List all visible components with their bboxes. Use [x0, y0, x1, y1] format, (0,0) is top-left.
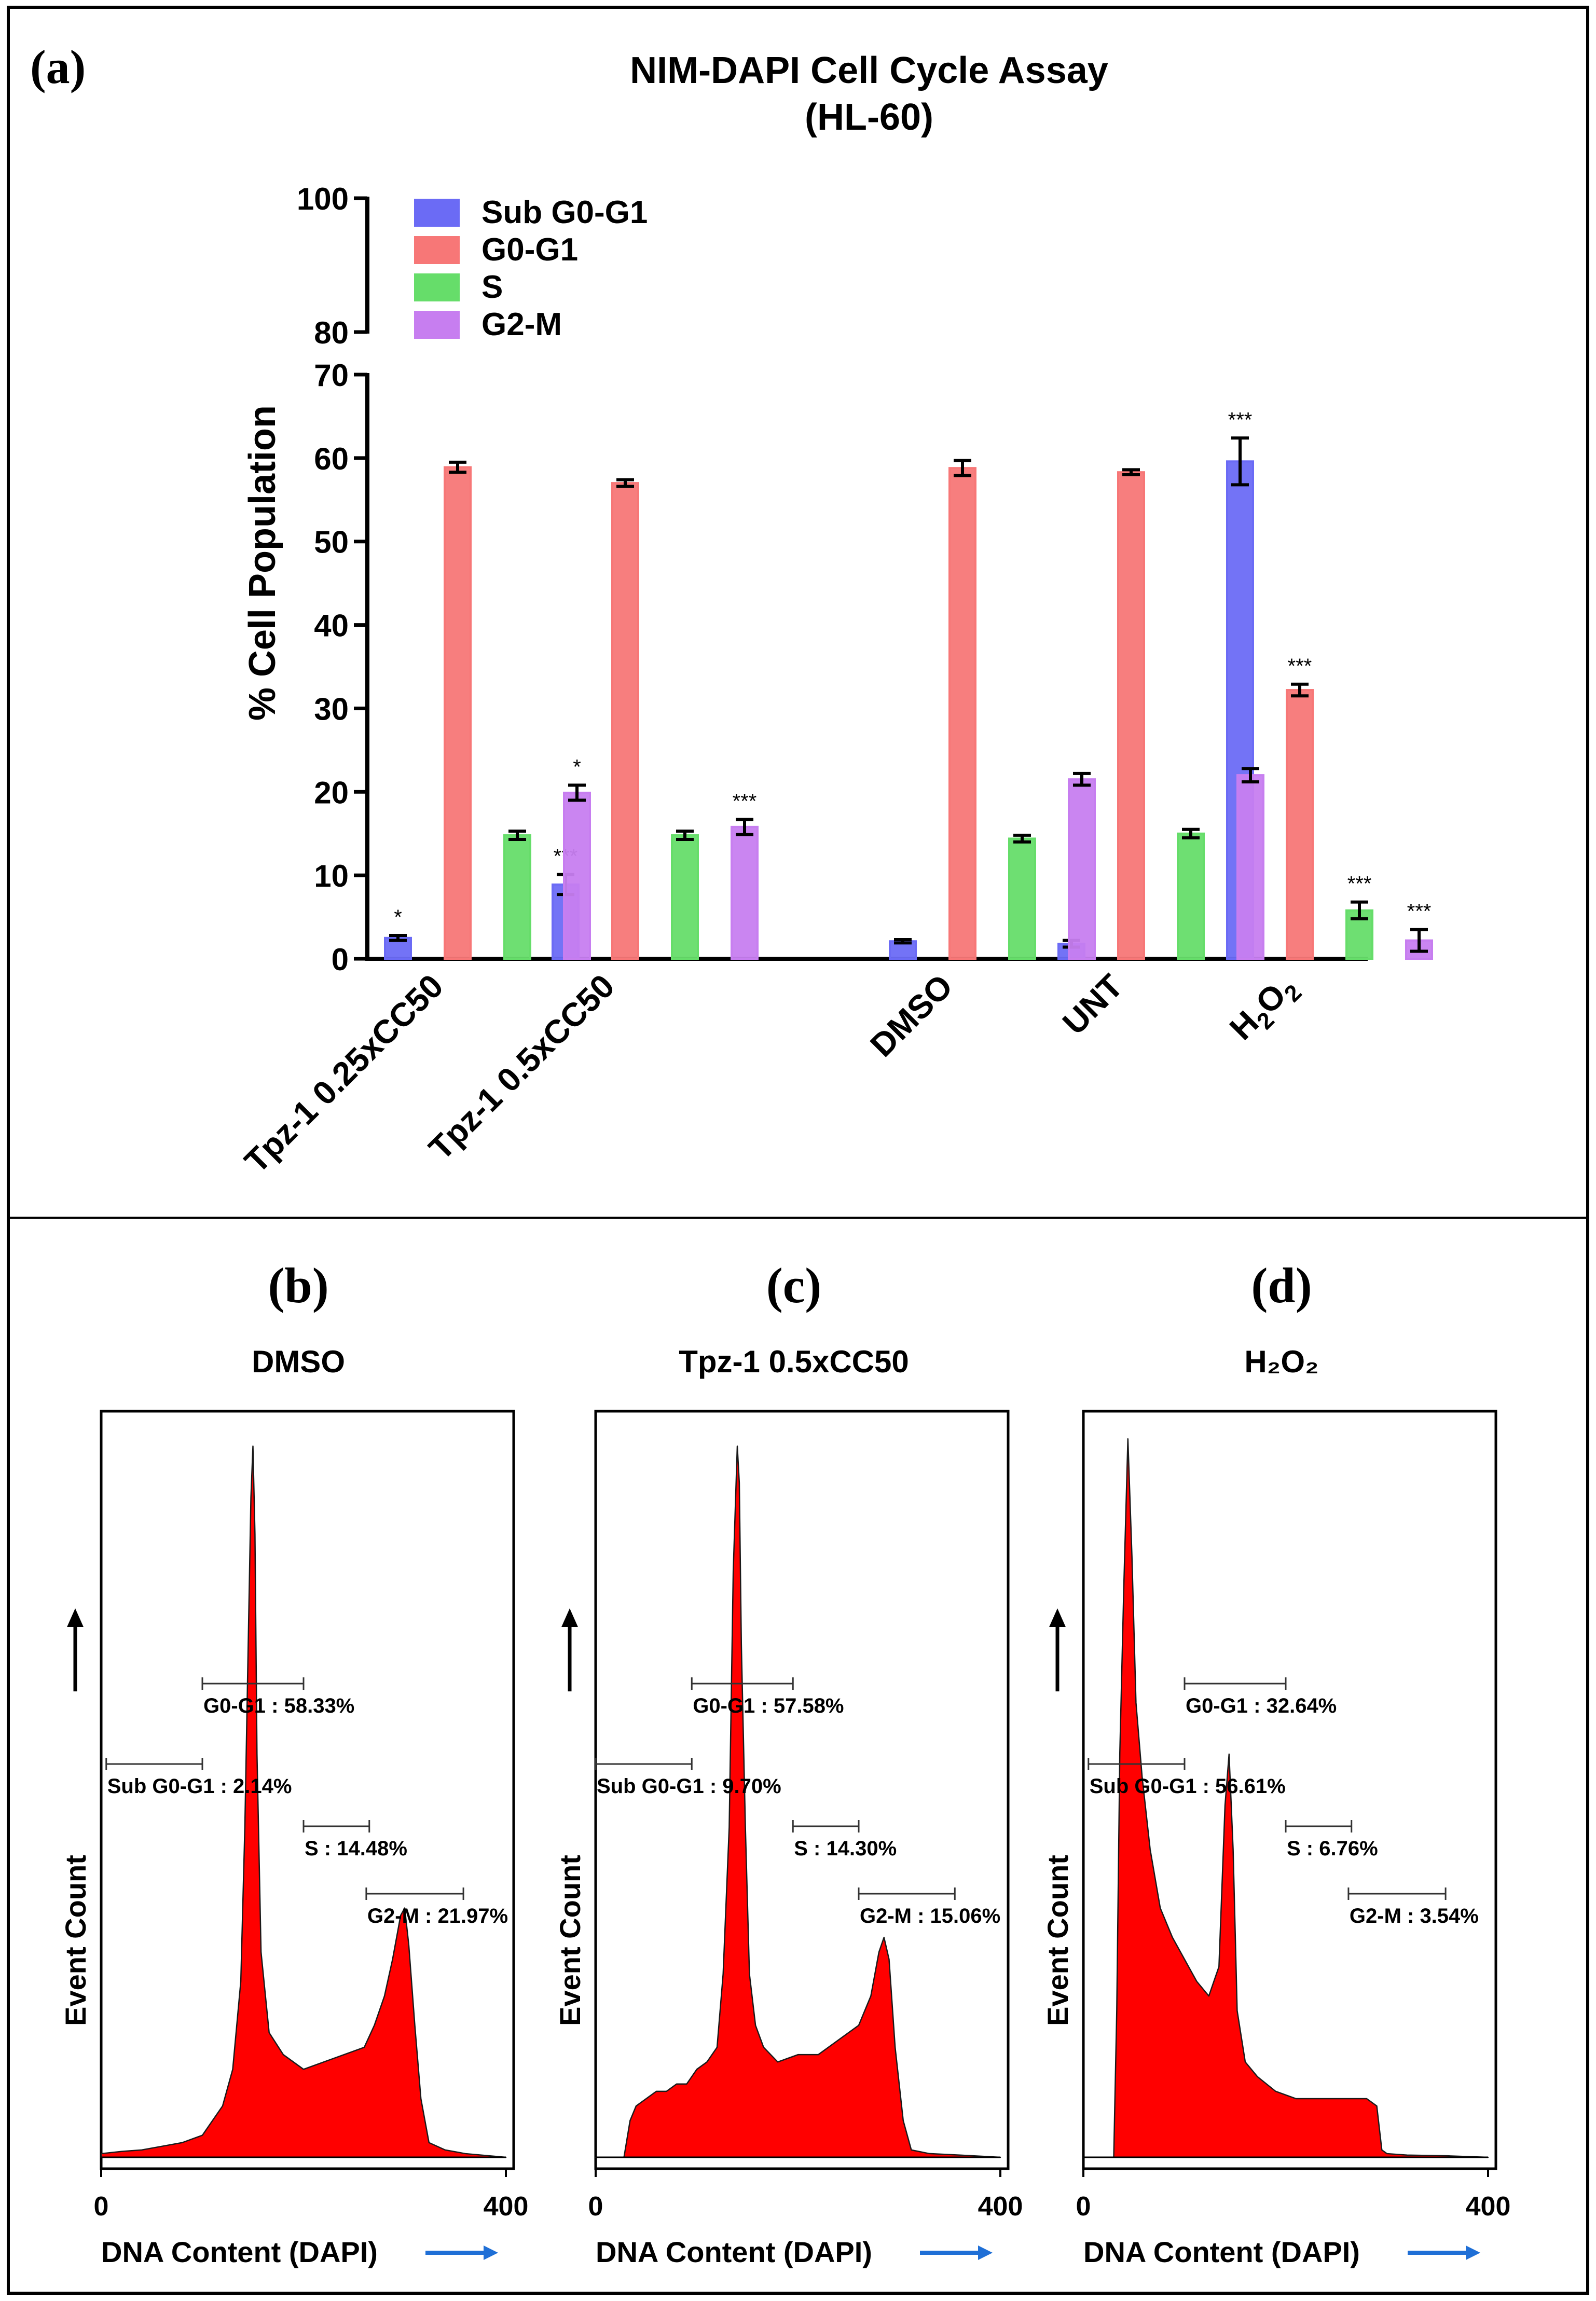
bar-g2-m: [563, 791, 591, 960]
gate-label: G0-G1 : 57.58%: [693, 1694, 844, 1717]
panel-label: (b): [268, 1258, 328, 1313]
x-tick-label: H2​O2​: [1222, 967, 1307, 1052]
bar-s: [503, 834, 531, 960]
legend-label: G0-G1: [481, 232, 578, 268]
significance-marker: *: [394, 906, 402, 929]
bar-g0-g1: [948, 467, 976, 960]
gate-label: S : 14.48%: [305, 1837, 407, 1860]
bar-s: [1008, 837, 1036, 960]
gate-label: S : 14.30%: [794, 1837, 897, 1860]
y-axis-label: Event Count: [1041, 1855, 1074, 2026]
significance-marker: ***: [1407, 900, 1432, 923]
y-axis-label: % Cell Population: [242, 405, 283, 721]
x-tick-label: 0: [1076, 2192, 1091, 2222]
bar-s: [671, 834, 699, 960]
histogram-area: [1082, 1438, 1489, 2158]
x-axis-arrowhead: [978, 2245, 993, 2260]
plot-frame: [594, 1410, 1010, 2170]
x-tick-label: 400: [978, 2192, 1023, 2222]
histogram-panel-c: (c) Tpz-1 0.5xCC50 0 400 DNA Content (DAPI) E…: [554, 1258, 1023, 2268]
bar-g2-m: [1068, 778, 1096, 960]
legend-swatch: [414, 236, 460, 264]
gate-label: S : 6.76%: [1287, 1837, 1378, 1860]
legend-swatch: [414, 199, 460, 227]
legend-label: G2-M: [481, 307, 562, 342]
x-tick-label: 0: [94, 2192, 109, 2222]
x-axis-label: DNA Content (DAPI): [1083, 2236, 1360, 2268]
bar-g0-g1: [1286, 689, 1314, 960]
histogram-panel-b: (b) DMSO 0 400 DNA Content (DAPI) Event Count…: [59, 1258, 528, 2268]
y-tick-label: 0: [332, 942, 349, 977]
gate-label: Sub G0-G1 : 2.14%: [107, 1775, 292, 1798]
x-tick-label: 0: [588, 2192, 603, 2222]
y-tick-label: 40: [314, 609, 349, 643]
gate-label: G2-M : 15.06%: [860, 1905, 1000, 1927]
x-tick-label: 400: [484, 2192, 529, 2222]
legend-swatch: [414, 273, 460, 301]
significance-marker: ***: [1288, 655, 1312, 678]
panel-title: Tpz-1 0.5xCC50: [679, 1344, 909, 1379]
x-axis-arrowhead: [1466, 2245, 1480, 2260]
gate-label: G2-M : 21.97%: [367, 1905, 508, 1927]
y-axis-label: Event Count: [59, 1855, 92, 2026]
bar-g2-m: [1236, 774, 1264, 960]
bar-g0-g1: [611, 482, 639, 960]
y-tick-label: 30: [314, 692, 349, 726]
plot-frame: [1082, 1410, 1497, 2170]
x-tick-label: 400: [1466, 2192, 1511, 2222]
significance-marker: ***: [733, 790, 757, 812]
panel-a-label: (a): [30, 40, 86, 93]
y-axis-arrowhead: [561, 1608, 578, 1627]
histogram-panel-d: (d) H₂O₂ 0 400 DNA Content (DAPI) Event Count…: [1041, 1258, 1510, 2268]
y-tick-label: 100: [297, 182, 349, 216]
bar-s: [1177, 832, 1205, 960]
significance-marker: ***: [1347, 873, 1372, 895]
y-tick-label: 80: [314, 315, 349, 350]
plot-frame: [100, 1410, 515, 2170]
significance-marker: *: [573, 755, 581, 778]
y-tick-label: 10: [314, 859, 349, 893]
x-tick-label: DMSO: [863, 967, 960, 1064]
y-axis-arrowhead: [1049, 1608, 1066, 1627]
gate-label: G0-G1 : 58.33%: [203, 1694, 354, 1717]
panel-label: (d): [1251, 1258, 1312, 1313]
x-axis-arrowhead: [484, 2245, 498, 2260]
y-axis-label: Event Count: [554, 1855, 586, 2026]
gate-label: Sub G0-G1 : 9.70%: [597, 1775, 781, 1798]
y-tick-label: 70: [314, 358, 349, 393]
significance-marker: ***: [1228, 408, 1253, 431]
panel-title: H₂O₂: [1244, 1344, 1318, 1379]
gate-label: Sub G0-G1 : 56.61%: [1090, 1775, 1286, 1798]
bar-g2-m: [731, 825, 759, 960]
x-tick-label: Tpz-1 0.5xCC50: [421, 967, 621, 1167]
gate-label: G0-G1 : 32.64%: [1186, 1694, 1337, 1717]
histogram-area: [100, 1445, 507, 2158]
figure-frame: [7, 6, 1589, 2295]
legend-label: Sub G0-G1: [481, 195, 648, 230]
y-tick-label: 60: [314, 442, 349, 476]
bar-g0-g1: [444, 466, 472, 960]
y-tick-label: 50: [314, 525, 349, 560]
panel-label: (c): [766, 1258, 822, 1313]
gate-label: G2-M : 3.54%: [1350, 1905, 1479, 1927]
legend-swatch: [414, 311, 460, 339]
y-tick-label: 20: [314, 775, 349, 810]
chart-title: NIM-DAPI Cell Cycle Assay: [630, 50, 1108, 91]
panel-title: DMSO: [252, 1344, 345, 1379]
x-tick-label: Tpz-1 0.25xCC50: [237, 967, 450, 1180]
x-tick-label: UNT: [1055, 967, 1130, 1042]
legend-label: S: [481, 269, 503, 305]
chart-subtitle: (HL-60): [805, 97, 933, 138]
y-axis-arrowhead: [67, 1608, 84, 1627]
x-axis-label: DNA Content (DAPI): [101, 2236, 378, 2268]
histogram-area: [595, 1445, 1001, 2158]
x-axis-label: DNA Content (DAPI): [596, 2236, 872, 2268]
bar-g0-g1: [1117, 471, 1145, 960]
